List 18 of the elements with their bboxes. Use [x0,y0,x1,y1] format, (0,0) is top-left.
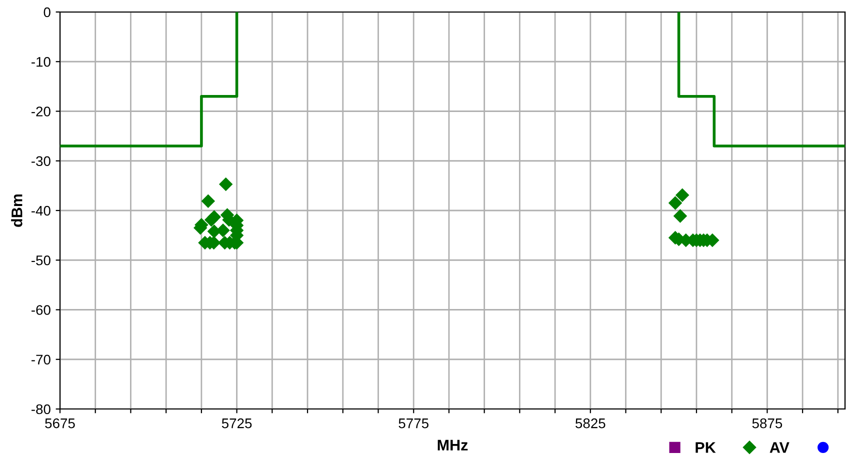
y-tick-label: -70 [32,354,50,365]
y-tick-label: -80 [32,404,50,414]
y-tick-label: -30 [32,156,50,166]
y-axis-title: dBm [11,194,22,227]
x-tick-label: 5825 [576,418,606,428]
x-tick-label: 5675 [45,418,75,428]
x-tick-label: 5775 [398,418,428,428]
x-tick-label: 5725 [222,418,252,428]
x-axis-title: MHz [438,440,468,450]
y-tick-label: -60 [32,305,50,315]
y-tick-label: -10 [32,56,50,67]
legend-label: PK [696,442,716,453]
y-tick-label: 0 [44,7,50,18]
legend-label: AV [770,442,790,453]
y-tick-label: -40 [32,206,50,216]
y-tick-label: -20 [32,106,50,116]
y-tick-label: -50 [32,255,50,266]
x-tick-label: 5875 [752,418,782,428]
